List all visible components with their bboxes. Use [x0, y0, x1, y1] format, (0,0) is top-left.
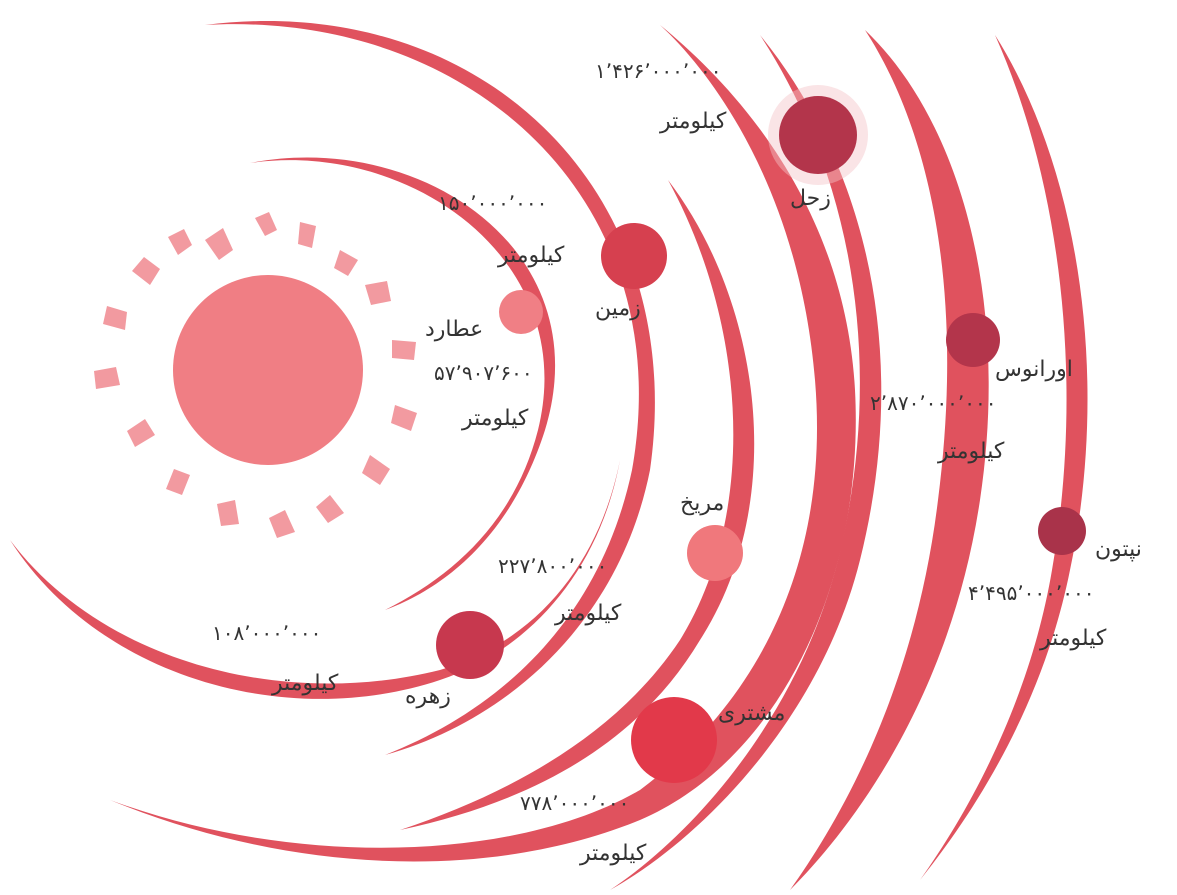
earth-name: زمین — [595, 296, 641, 321]
neptune-unit: کیلومتر — [1039, 626, 1107, 651]
earth-unit: کیلومتر — [497, 243, 565, 268]
uranus-planet — [946, 313, 1000, 367]
planets — [436, 85, 1086, 783]
jupiter-distance: ۷۷۸٬۰۰۰٬۰۰۰ — [520, 791, 629, 815]
mercury-unit: کیلومتر — [461, 406, 529, 431]
neptune-distance: ۴٬۴۹۵٬۰۰۰٬۰۰۰ — [968, 581, 1095, 605]
orbit-mars — [400, 180, 755, 830]
sun-flames — [94, 212, 417, 538]
mars-unit: کیلومتر — [554, 601, 622, 626]
jupiter-name: مشتری — [718, 701, 785, 726]
orbits — [10, 21, 1088, 890]
uranus-unit: کیلومتر — [937, 439, 1005, 464]
jupiter-unit: کیلومتر — [579, 841, 647, 866]
earth-distance: ۱۵۰٬۰۰۰٬۰۰۰ — [438, 191, 547, 215]
mercury-distance: ۵۷٬۹۰۷٬۶۰۰ — [434, 361, 533, 385]
mars-name: مریخ — [680, 491, 724, 516]
venus-unit: کیلومتر — [271, 671, 339, 696]
saturn-name: زحل — [790, 186, 831, 211]
orbit-saturn — [610, 35, 882, 890]
mercury-name: عطارد — [425, 317, 483, 342]
uranus-name: اورانوس — [995, 357, 1073, 382]
earth-planet — [601, 223, 667, 289]
venus-planet — [436, 611, 504, 679]
saturn-distance: ۱٬۴۲۶٬۰۰۰٬۰۰۰ — [595, 59, 722, 83]
venus-name: زهره — [405, 684, 451, 709]
neptune-planet — [1038, 507, 1086, 555]
sun-disk — [173, 275, 363, 465]
uranus-distance: ۲٬۸۷۰٬۰۰۰٬۰۰۰ — [870, 391, 997, 415]
saturn-unit: کیلومتر — [659, 109, 727, 134]
mercury-planet — [499, 290, 543, 334]
labels: ۱٬۴۲۶٬۰۰۰٬۰۰۰ کیلومتر زحل ۱۵۰٬۰۰۰٬۰۰۰ کی… — [212, 59, 1142, 866]
mars-distance: ۲۲۷٬۸۰۰٬۰۰۰ — [498, 554, 607, 578]
jupiter-planet — [631, 697, 717, 783]
orbit-venus — [10, 460, 620, 699]
orbit-uranus — [790, 30, 989, 890]
neptune-name: نپتون — [1095, 537, 1142, 562]
saturn-planet — [779, 96, 857, 174]
mars-planet — [687, 525, 743, 581]
sun — [94, 212, 417, 538]
venus-distance: ۱۰۸٬۰۰۰٬۰۰۰ — [212, 621, 321, 645]
